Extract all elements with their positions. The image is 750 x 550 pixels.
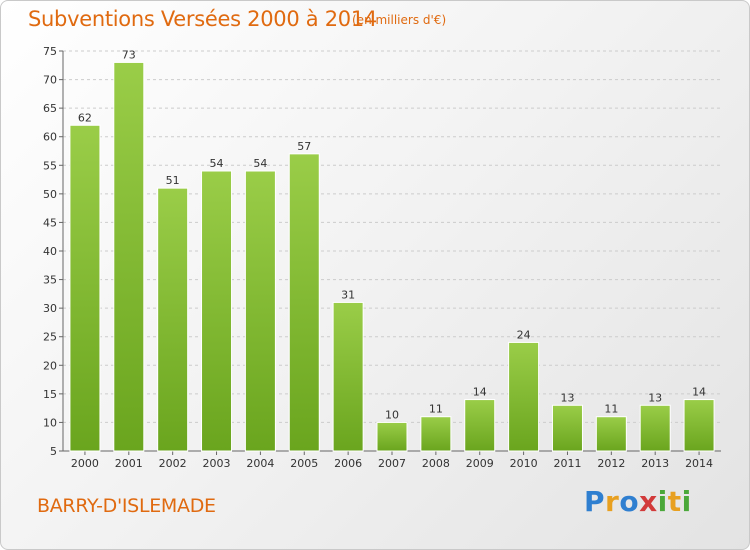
bar-2000 (69, 124, 101, 452)
data-label-2004: 54 (253, 157, 267, 170)
data-label-2011: 13 (560, 391, 574, 404)
bar-2003 (201, 170, 233, 452)
x-tick-label: 2014 (685, 457, 713, 470)
y-tick-label: 35 (43, 274, 57, 287)
x-tick-label: 2012 (597, 457, 625, 470)
labels: 5 10 15 20 25 30 35 40 45 50 55 60 65 70 75 2000 62 2001 7… (43, 45, 713, 470)
x-tick-label: 2005 (290, 457, 318, 470)
x-tick-label: 2009 (466, 457, 494, 470)
data-label-2010: 24 (517, 328, 531, 341)
y-tick-label: 25 (43, 331, 57, 344)
bar-2005 (288, 153, 320, 452)
x-tick-label: 2000 (71, 457, 99, 470)
y-tick-label: 60 (43, 131, 57, 144)
bar-2002 (157, 187, 189, 452)
x-tick-label: 2007 (378, 457, 406, 470)
bar-2008 (420, 416, 452, 452)
logo-letter: r (605, 485, 620, 518)
y-tick-label: 55 (43, 159, 57, 172)
bar-2014 (683, 399, 715, 452)
chart-unit-note: (en milliers d'€) (352, 13, 447, 27)
data-label-2013: 13 (648, 391, 662, 404)
logo-letter: P (584, 485, 606, 518)
y-tick-label: 50 (43, 188, 57, 201)
y-tick-label: 70 (43, 74, 57, 87)
bar-2010 (508, 341, 540, 452)
y-tick-label: 40 (43, 245, 57, 258)
x-tick-label: 2011 (553, 457, 581, 470)
data-label-2008: 11 (429, 403, 443, 416)
logo-letter: i (681, 485, 692, 518)
y-tick-label: 45 (43, 216, 57, 229)
data-label-2003: 54 (210, 157, 224, 170)
bar-2009 (464, 399, 496, 452)
x-tick-label: 2001 (115, 457, 143, 470)
data-label-2007: 10 (385, 408, 399, 421)
bar-2001 (113, 61, 145, 452)
data-label-2014: 14 (692, 386, 706, 399)
x-tick-label: 2003 (203, 457, 231, 470)
bars (69, 61, 715, 452)
x-tick-label: 2002 (159, 457, 187, 470)
x-tick-label: 2008 (422, 457, 450, 470)
data-label-2001: 73 (122, 48, 136, 61)
bar-2006 (332, 301, 364, 452)
logo-letter: t (667, 485, 682, 518)
x-tick-label: 2013 (641, 457, 669, 470)
y-tick-label: 30 (43, 302, 57, 315)
data-label-2009: 14 (473, 386, 487, 399)
bar-2013 (639, 404, 671, 452)
y-tick-label: 75 (43, 45, 57, 58)
y-tick-label: 65 (43, 102, 57, 115)
bar-2004 (244, 170, 276, 452)
logo-letter: x (639, 485, 658, 518)
x-tick-label: 2004 (246, 457, 274, 470)
proxiti-logo[interactable]: Proxiti (584, 485, 692, 518)
data-label-2006: 31 (341, 288, 355, 301)
data-label-2012: 11 (604, 403, 618, 416)
y-tick-label: 20 (43, 359, 57, 372)
data-label-2000: 62 (78, 111, 92, 124)
y-tick-label: 5 (50, 445, 57, 458)
bar-2011 (551, 404, 583, 452)
data-label-2005: 57 (297, 140, 311, 153)
chart-title: Subventions Versées 2000 à 2014 (28, 7, 377, 31)
logo-letter: i (657, 485, 668, 518)
data-label-2002: 51 (166, 174, 180, 187)
commune-name: BARRY-D'ISLEMADE (37, 495, 216, 517)
bar-2012 (595, 416, 627, 452)
logo-letter: o (619, 485, 640, 518)
x-tick-label: 2010 (510, 457, 538, 470)
x-tick-label: 2006 (334, 457, 362, 470)
y-tick-label: 10 (43, 416, 57, 429)
y-tick-label: 15 (43, 388, 57, 401)
bar-2007 (376, 421, 408, 452)
